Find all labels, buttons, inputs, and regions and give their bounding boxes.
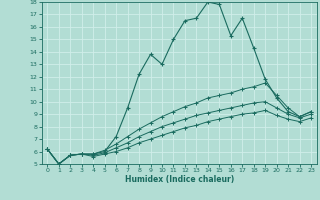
- X-axis label: Humidex (Indice chaleur): Humidex (Indice chaleur): [124, 175, 234, 184]
